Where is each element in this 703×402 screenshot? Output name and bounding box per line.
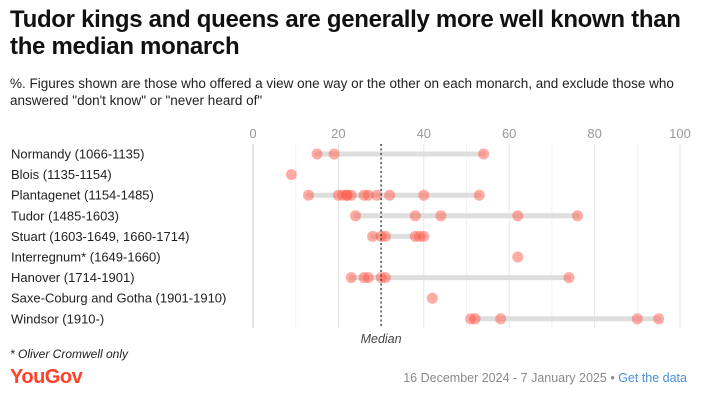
x-tick-label: 80	[587, 126, 601, 141]
chart-subtitle: %. Figures shown are those who offered a…	[10, 76, 674, 108]
data-point	[653, 313, 665, 325]
data-point	[426, 292, 438, 304]
data-point	[435, 210, 447, 222]
data-point	[512, 210, 524, 222]
data-point	[495, 313, 507, 325]
source-separator: •	[610, 371, 615, 385]
footnote: * Oliver Cromwell only	[10, 347, 129, 361]
category-label: Stuart (1603-1649, 1660-1714)	[11, 229, 190, 244]
x-tick-label: 60	[502, 126, 516, 141]
data-point	[384, 189, 396, 201]
get-the-data-link[interactable]: Get the data	[618, 371, 687, 385]
data-point	[367, 230, 379, 242]
category-label: Hanover (1714-1901)	[11, 270, 135, 285]
data-point	[478, 148, 490, 160]
yougov-logo: YouGov	[10, 366, 83, 388]
data-point	[512, 251, 524, 263]
data-point	[379, 272, 391, 284]
data-point	[362, 189, 374, 201]
data-point	[285, 169, 297, 181]
x-tick-label: 40	[417, 126, 431, 141]
x-tick-label: 100	[669, 126, 691, 141]
category-label: Plantagenet (1154-1485)	[11, 188, 154, 203]
source-dates: 16 December 2024 - 7 January 2025	[403, 371, 607, 385]
x-tick-label: 20	[331, 126, 345, 141]
data-point	[418, 189, 430, 201]
data-point	[469, 313, 481, 325]
data-point	[345, 189, 357, 201]
data-point	[631, 313, 643, 325]
data-point	[572, 210, 584, 222]
data-point	[409, 210, 421, 222]
data-point	[303, 189, 315, 201]
data-point	[349, 210, 361, 222]
dot-range-chart: 0 20 40 60 80 100 Normandy (1066-1135) Blois (1…	[11, 126, 691, 346]
category-label: Normandy (1066-1135)	[11, 147, 144, 162]
data-point	[473, 189, 485, 201]
category-label: Saxe-Coburg and Gotha (1901-1910)	[11, 291, 226, 306]
data-point	[563, 272, 575, 284]
category-label: Interregnum* (1649-1660)	[11, 250, 161, 265]
category-label: Tudor (1485-1603)	[11, 208, 119, 223]
data-point	[418, 230, 430, 242]
chart-title: Tudor kings and queens are generally mor…	[10, 6, 681, 60]
data-point	[311, 148, 323, 160]
data-point	[379, 230, 391, 242]
x-tick-label: 0	[249, 126, 256, 141]
data-point	[345, 272, 357, 284]
data-point	[371, 189, 383, 201]
data-point	[328, 148, 340, 160]
data-point	[362, 272, 374, 284]
source-line: 16 December 2024 - 7 January 2025 • Get …	[403, 371, 687, 385]
category-label: Windsor (1910-)	[11, 311, 104, 326]
median-label: Median	[361, 332, 402, 346]
category-label: Blois (1135-1154)	[11, 167, 112, 182]
